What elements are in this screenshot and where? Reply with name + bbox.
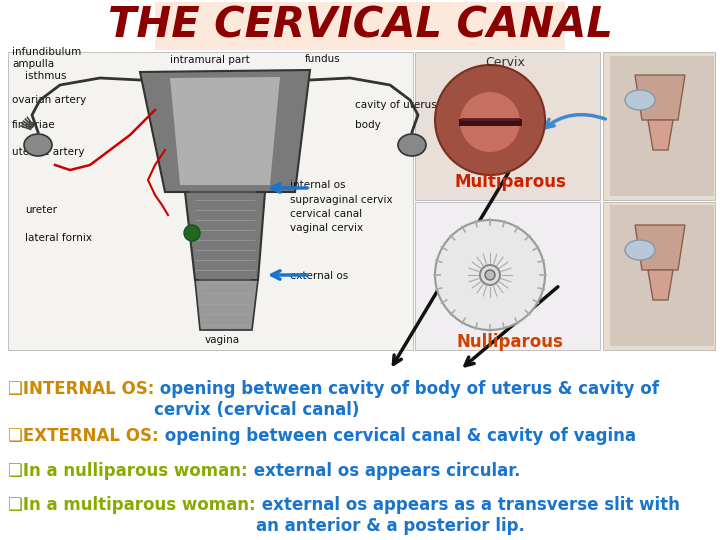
Text: opening between cavity of body of uterus & cavity of
cervix (cervical canal): opening between cavity of body of uterus… xyxy=(154,380,660,419)
Text: vagina: vagina xyxy=(205,335,240,345)
Bar xyxy=(8,52,413,350)
Bar xyxy=(603,202,715,350)
Ellipse shape xyxy=(625,240,655,260)
Bar xyxy=(415,52,600,200)
Text: ovarian artery: ovarian artery xyxy=(12,95,86,105)
Circle shape xyxy=(480,265,500,285)
Text: external os appears circular.: external os appears circular. xyxy=(248,462,520,480)
Text: ❑INTERNAL OS:: ❑INTERNAL OS: xyxy=(8,380,154,398)
FancyBboxPatch shape xyxy=(155,2,565,50)
Circle shape xyxy=(184,225,200,241)
Text: supravaginal cervix: supravaginal cervix xyxy=(290,195,392,205)
Text: THE CERVICAL CANAL: THE CERVICAL CANAL xyxy=(107,5,613,47)
Text: Nulliparous: Nulliparous xyxy=(456,333,564,351)
Circle shape xyxy=(460,92,520,152)
Ellipse shape xyxy=(398,134,426,156)
Text: ampulla: ampulla xyxy=(12,59,54,69)
Polygon shape xyxy=(610,205,714,346)
Circle shape xyxy=(485,270,495,280)
Text: uterine artery: uterine artery xyxy=(12,147,84,157)
Text: infundibulum: infundibulum xyxy=(12,47,81,57)
Circle shape xyxy=(435,65,545,175)
Text: ❑In a nulliparous woman:: ❑In a nulliparous woman: xyxy=(8,462,248,480)
Text: ❑EXTERNAL OS:: ❑EXTERNAL OS: xyxy=(8,427,158,445)
Text: ❑In a multiparous woman:: ❑In a multiparous woman: xyxy=(8,496,256,514)
Text: cavity of uterus: cavity of uterus xyxy=(355,100,437,110)
Polygon shape xyxy=(635,75,685,120)
Text: fundus: fundus xyxy=(305,54,341,64)
Ellipse shape xyxy=(24,134,52,156)
Polygon shape xyxy=(648,270,673,300)
Polygon shape xyxy=(195,280,258,330)
Text: intramural part: intramural part xyxy=(170,55,250,65)
Polygon shape xyxy=(170,77,280,185)
Text: cervical canal: cervical canal xyxy=(290,209,362,219)
Text: internal os: internal os xyxy=(290,180,346,190)
Text: external os appears as a transverse slit with
an anterior & a posterior lip.: external os appears as a transverse slit… xyxy=(256,496,680,535)
Text: vaginal cervix: vaginal cervix xyxy=(290,223,363,233)
Text: isthmus: isthmus xyxy=(25,71,66,81)
Polygon shape xyxy=(635,225,685,270)
Text: Cervix: Cervix xyxy=(485,56,525,69)
Polygon shape xyxy=(140,70,310,192)
Bar xyxy=(603,52,715,200)
Polygon shape xyxy=(648,120,673,150)
Bar xyxy=(415,202,600,350)
Text: opening between cervical canal & cavity of vagina: opening between cervical canal & cavity … xyxy=(158,427,636,445)
Circle shape xyxy=(435,220,545,330)
Polygon shape xyxy=(185,192,265,280)
Text: fimbriae: fimbriae xyxy=(12,120,55,130)
Text: ureter: ureter xyxy=(25,205,57,215)
Text: lateral fornix: lateral fornix xyxy=(25,233,92,243)
Text: body: body xyxy=(355,120,381,130)
Text: Multiparous: Multiparous xyxy=(454,173,566,191)
Text: external os: external os xyxy=(290,271,348,281)
Polygon shape xyxy=(610,56,714,196)
Ellipse shape xyxy=(625,90,655,110)
